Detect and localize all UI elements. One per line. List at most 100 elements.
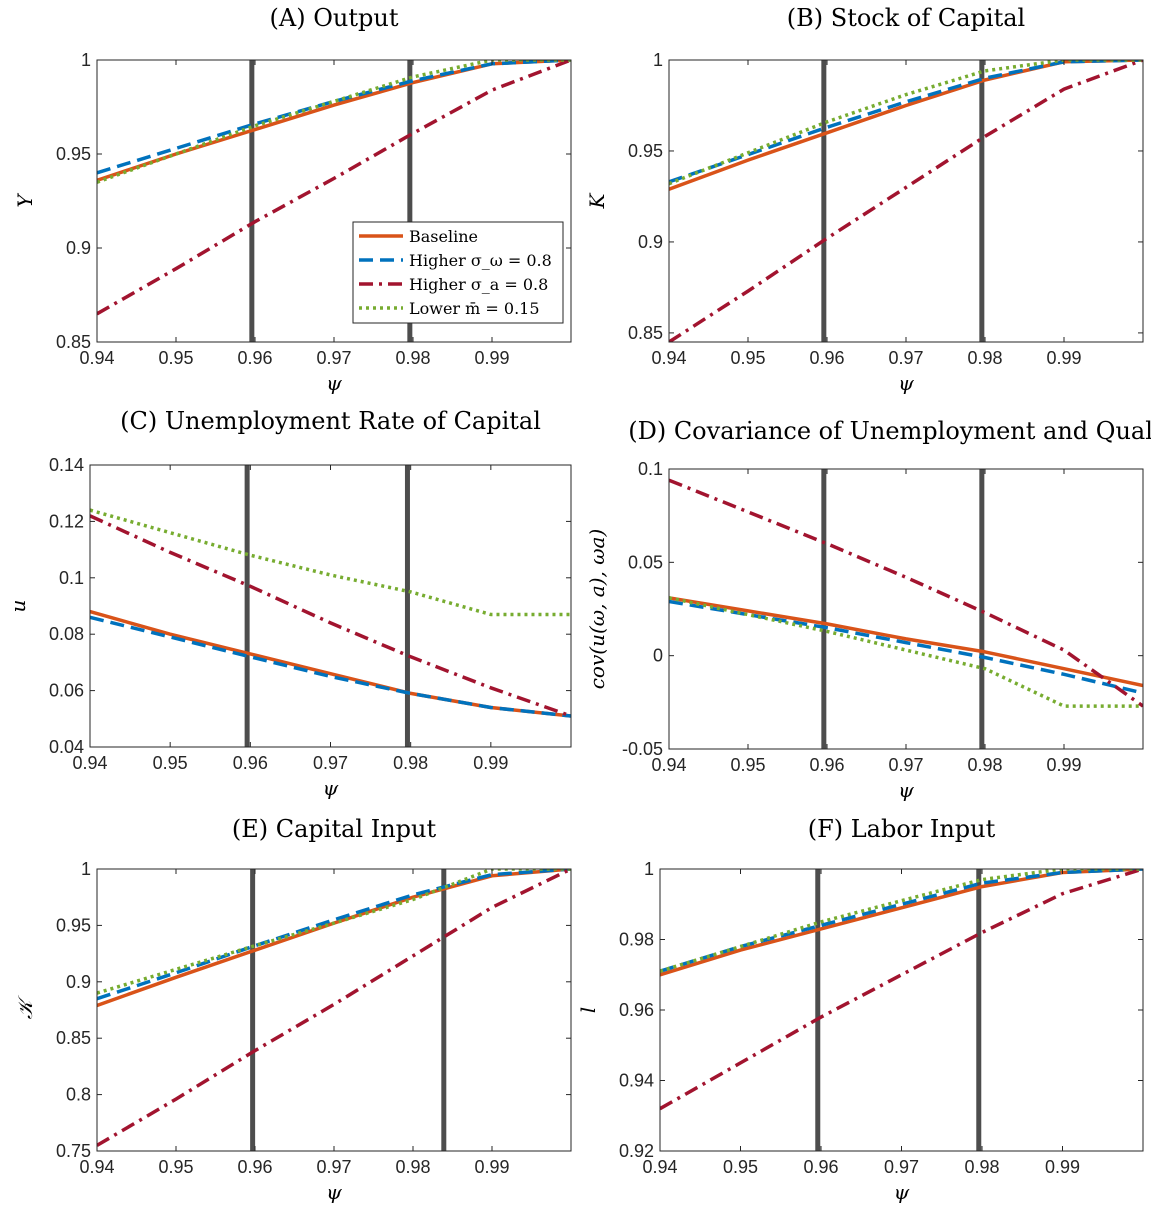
y-tick-label: 0.94 — [619, 1071, 654, 1091]
x-tick-label: 0.99 — [1046, 755, 1081, 775]
x-tick-label: 0.96 — [233, 753, 268, 773]
y-tick-label: 0.75 — [56, 1141, 91, 1161]
y-tick-label: 0.14 — [49, 455, 84, 475]
x-tick-label: 0.97 — [316, 1157, 351, 1177]
panel-3: (C) Unemployment Rate of Capital 0.94 0.95… — [6, 407, 572, 800]
y-tick-label: 0.95 — [56, 915, 91, 935]
y-tick-label: 0.08 — [49, 624, 84, 644]
x-tick-label: 0.97 — [316, 348, 351, 368]
y-tick-label: 0.12 — [49, 511, 84, 531]
series-line — [669, 60, 1143, 186]
series-group — [97, 869, 571, 1147]
series-line — [669, 596, 1143, 688]
x-tick-label: 0.98 — [395, 1157, 430, 1177]
legend-label: Baseline — [409, 227, 478, 246]
series-line — [90, 514, 571, 718]
x-axis-label: ψ — [323, 776, 339, 800]
x-tick-label: 0.99 — [473, 753, 508, 773]
x-tick-label: 0.95 — [730, 348, 765, 368]
y-tick-label: 0.96 — [619, 1000, 654, 1020]
series-line — [90, 615, 571, 718]
series-group — [90, 508, 571, 718]
x-tick-label: 0.96 — [237, 348, 272, 368]
series-line — [97, 869, 571, 1147]
y-tick-label: 0.95 — [628, 141, 663, 161]
panel-title: (E) Capital Input — [232, 815, 437, 843]
x-tick-label: 0.98 — [393, 753, 428, 773]
x-tick-label: 0.99 — [1045, 1157, 1080, 1177]
x-tick-label: 0.99 — [474, 348, 509, 368]
x-axis-label: ψ — [898, 371, 914, 395]
y-axis-label: K — [585, 192, 609, 209]
panel-1: (A) Output 0.94 0.95 0.96 0.97 0.98 0.99 0.85 0.… — [13, 4, 572, 395]
x-tick-label: 0.97 — [888, 348, 923, 368]
y-tick-label: 0.9 — [66, 238, 91, 258]
y-tick-label: 0.9 — [66, 972, 91, 992]
x-axis-label: ψ — [326, 1180, 342, 1204]
y-tick-label: 0.04 — [49, 737, 84, 757]
y-tick-label: 0.8 — [66, 1085, 91, 1105]
series-line — [669, 599, 1143, 695]
series-line — [669, 60, 1143, 342]
series-group — [669, 478, 1143, 708]
y-tick-label: 0.1 — [59, 568, 84, 588]
panel-6: (F) Labor Input 0.94 0.95 0.96 0.97 0.98 0.99 0… — [576, 815, 1144, 1204]
x-tick-label: 0.94 — [79, 348, 114, 368]
x-tick-label: 0.98 — [395, 348, 430, 368]
y-axis-label: cov(u(ω, a), ωa) — [585, 529, 609, 690]
legend-label: Higher σ_a = 0.8 — [409, 275, 548, 294]
x-tick-label: 0.96 — [809, 755, 844, 775]
y-tick-label: 0.85 — [628, 323, 663, 343]
legend-label: Lower m̄ = 0.15 — [409, 299, 540, 318]
panel-4: (D) Covariance of Unemployment and Quali… — [585, 417, 1151, 802]
x-tick-label: 0.97 — [313, 753, 348, 773]
x-tick-label: 0.96 — [237, 1157, 272, 1177]
x-tick-label: 0.94 — [651, 755, 686, 775]
x-tick-label: 0.94 — [72, 753, 107, 773]
y-tick-label: 0.05 — [628, 552, 663, 572]
x-tick-label: 0.98 — [964, 1157, 999, 1177]
y-tick-label: -0.05 — [622, 739, 663, 759]
panel-title: (F) Labor Input — [808, 815, 996, 843]
x-tick-label: 0.95 — [730, 755, 765, 775]
y-tick-label: 0.95 — [56, 144, 91, 164]
plot-area — [669, 469, 1143, 749]
y-tick-label: 0.85 — [56, 332, 91, 352]
x-tick-label: 0.95 — [158, 1157, 193, 1177]
panel-title: (B) Stock of Capital — [787, 4, 1025, 32]
y-tick-label: 0 — [653, 646, 663, 666]
x-tick-label: 0.94 — [642, 1157, 677, 1177]
y-tick-label: 1 — [644, 859, 654, 879]
x-tick-label: 0.94 — [651, 348, 686, 368]
y-tick-label: 1 — [653, 50, 663, 70]
plot-area — [660, 869, 1143, 1151]
series-line — [90, 508, 571, 617]
x-tick-label: 0.97 — [888, 755, 923, 775]
y-tick-label: 1 — [81, 50, 91, 70]
x-tick-label: 0.99 — [474, 1157, 509, 1177]
x-tick-label: 0.98 — [967, 755, 1002, 775]
y-tick-label: 0.92 — [619, 1141, 654, 1161]
y-tick-label: 0.9 — [638, 232, 663, 252]
y-tick-label: 0.98 — [619, 930, 654, 950]
panel-2: (B) Stock of Capital 0.94 0.95 0.96 0.97 0.98… — [585, 4, 1144, 395]
y-tick-label: 0.06 — [49, 681, 84, 701]
series-line — [660, 869, 1143, 1111]
y-axis-label: u — [6, 600, 30, 613]
plot-area — [90, 465, 571, 747]
x-tick-label: 0.95 — [153, 753, 188, 773]
x-tick-label: 0.99 — [1046, 348, 1081, 368]
plot-area — [97, 869, 571, 1151]
panel-title: (D) Covariance of Unemployment and Quali… — [628, 417, 1151, 445]
series-line — [97, 869, 571, 995]
panel-5: (E) Capital Input 0.94 0.95 0.96 0.97 0.98 0.9… — [13, 815, 572, 1204]
legend-label: Higher σ_ω = 0.8 — [409, 251, 552, 270]
x-tick-label: 0.98 — [967, 348, 1002, 368]
legend: Baseline Higher σ_ω = 0.8 Higher σ_a = 0.8… — [352, 221, 564, 324]
plot-area — [669, 60, 1143, 342]
y-axis-label: Y — [13, 193, 37, 208]
y-tick-label: 0.85 — [56, 1028, 91, 1048]
y-axis-label: 𝒦 — [13, 994, 37, 1019]
x-axis-label: ψ — [898, 778, 914, 802]
series-line — [660, 869, 1143, 973]
